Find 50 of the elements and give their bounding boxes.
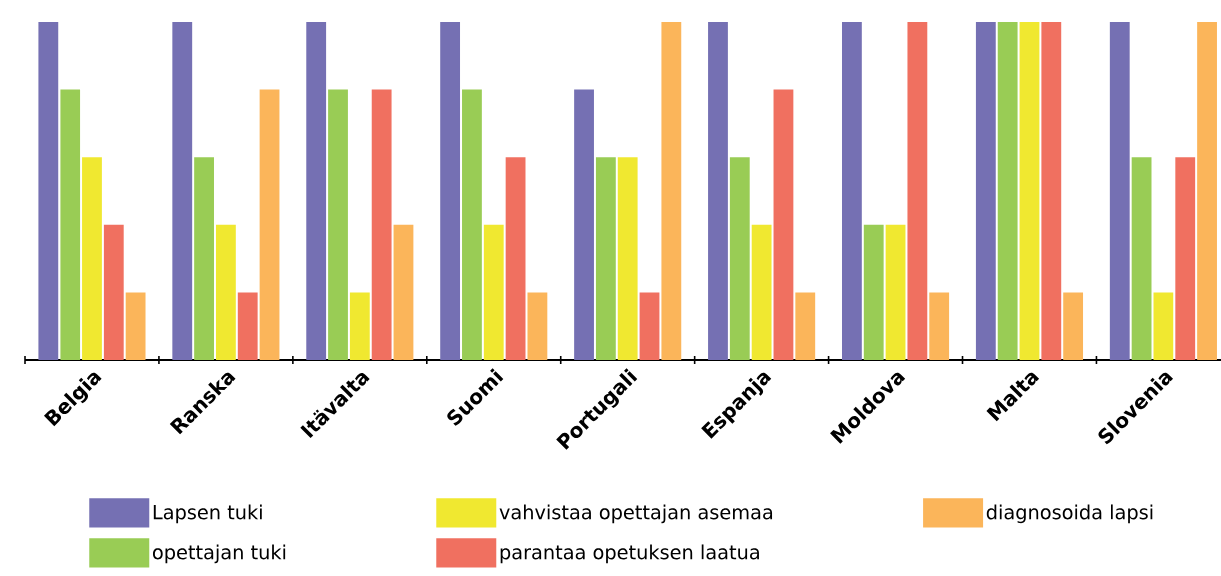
bar bbox=[393, 224, 414, 360]
bar bbox=[259, 89, 280, 360]
bar bbox=[440, 22, 461, 360]
bar bbox=[349, 292, 370, 360]
legend-label: vahvistaa opettajan asemaa bbox=[499, 504, 773, 524]
bar bbox=[103, 224, 124, 360]
bar bbox=[462, 89, 482, 360]
bar bbox=[885, 224, 906, 360]
bar bbox=[125, 292, 146, 360]
bar bbox=[795, 292, 816, 360]
bar bbox=[215, 224, 236, 360]
bar bbox=[1131, 157, 1152, 360]
bar bbox=[306, 22, 327, 360]
bar bbox=[751, 224, 772, 360]
bar bbox=[595, 157, 616, 360]
bar bbox=[661, 22, 682, 360]
bar bbox=[82, 157, 102, 360]
legend-label: opettajan tuki bbox=[152, 544, 286, 564]
bar bbox=[328, 89, 348, 360]
bar bbox=[929, 292, 950, 360]
bar bbox=[371, 89, 392, 360]
bar bbox=[1063, 292, 1084, 360]
bar bbox=[1019, 22, 1040, 360]
legend-label: diagnosoida lapsi bbox=[986, 504, 1153, 524]
bar bbox=[172, 22, 193, 360]
bar bbox=[483, 224, 504, 360]
bar bbox=[237, 292, 258, 360]
bar bbox=[1153, 292, 1174, 360]
bar bbox=[773, 89, 794, 360]
bar bbox=[708, 22, 728, 360]
bar bbox=[907, 22, 928, 360]
bar bbox=[38, 22, 59, 360]
bar bbox=[505, 157, 526, 360]
bar bbox=[1041, 22, 1062, 360]
bar bbox=[617, 157, 638, 360]
bar bbox=[729, 157, 750, 360]
bar bbox=[1175, 157, 1196, 360]
bar bbox=[842, 22, 862, 360]
bar bbox=[639, 292, 660, 360]
legend-label: parantaa opetuksen laatua bbox=[500, 544, 759, 564]
bar bbox=[194, 157, 214, 360]
bar bbox=[60, 89, 81, 360]
bar bbox=[1109, 22, 1130, 360]
bar bbox=[527, 292, 548, 360]
bar bbox=[1197, 22, 1217, 360]
bar bbox=[574, 89, 594, 360]
bar bbox=[997, 22, 1018, 360]
bar bbox=[863, 224, 884, 360]
bar bbox=[975, 22, 996, 360]
legend-label: Lapsen tuki bbox=[153, 504, 262, 524]
